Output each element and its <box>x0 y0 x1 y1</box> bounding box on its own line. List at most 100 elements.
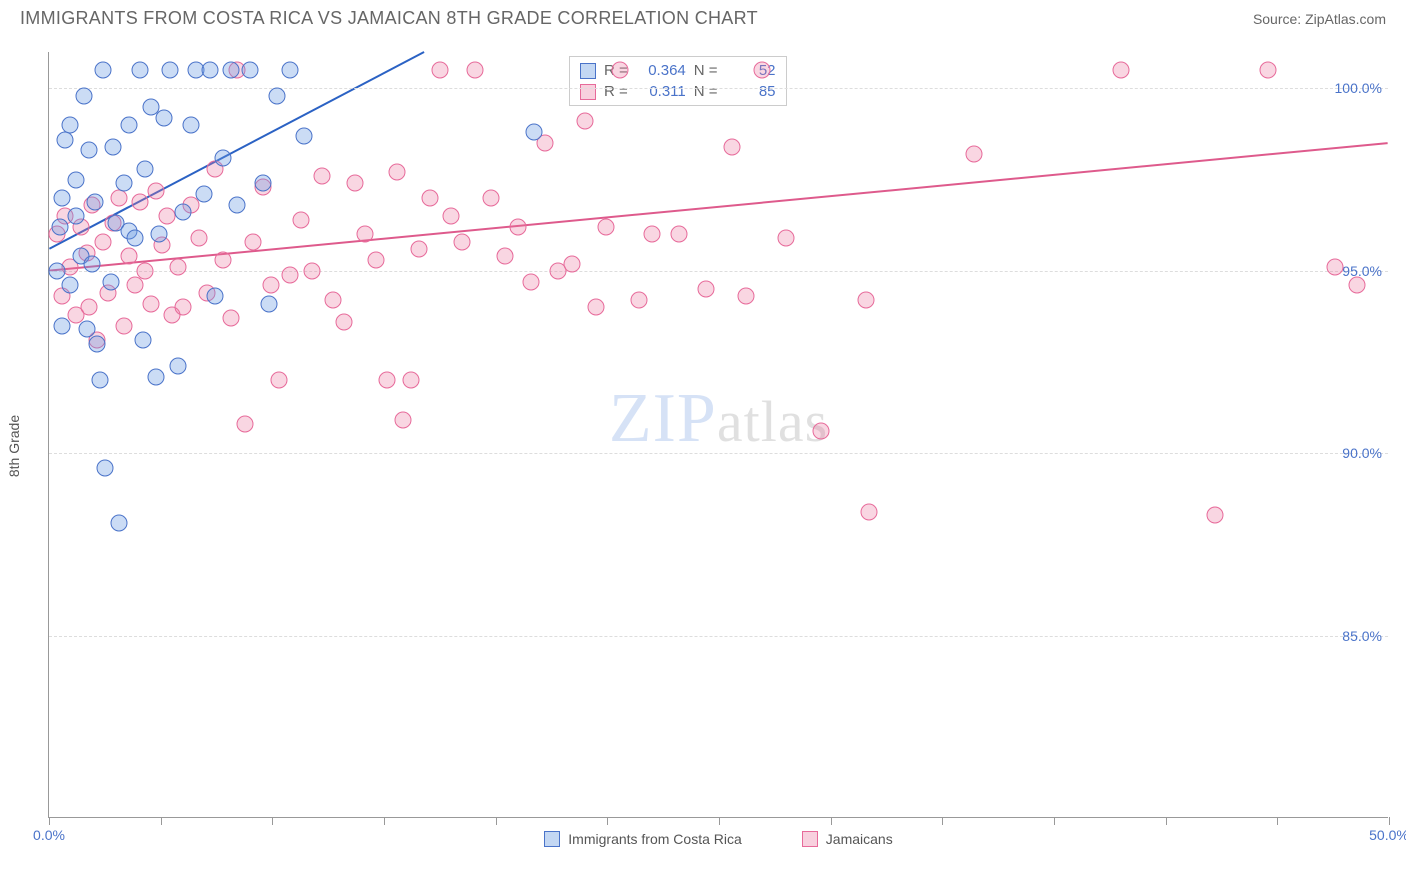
data-point <box>137 262 154 279</box>
x-tick <box>496 817 497 825</box>
data-point <box>282 266 299 283</box>
data-point <box>394 412 411 429</box>
x-tick <box>272 817 273 825</box>
data-point <box>94 62 111 79</box>
data-point <box>228 197 245 214</box>
data-point <box>89 335 106 352</box>
data-point <box>223 62 240 79</box>
data-point <box>134 332 151 349</box>
data-point <box>57 131 74 148</box>
data-point <box>81 299 98 316</box>
swatch-costa-rica-icon <box>580 63 596 79</box>
legend-label-costa-rica: Immigrants from Costa Rica <box>568 831 741 847</box>
data-point <box>126 230 143 247</box>
data-point <box>156 109 173 126</box>
data-point <box>121 248 138 265</box>
data-point <box>91 372 108 389</box>
data-point <box>81 142 98 159</box>
scatter-plot: ZIPatlas R = 0.364 N = 52 R = 0.311 N = … <box>48 52 1388 818</box>
y-tick-label: 95.0% <box>1342 263 1382 279</box>
data-point <box>54 317 71 334</box>
data-point <box>1113 62 1130 79</box>
source-attribution: Source: ZipAtlas.com <box>1253 11 1386 27</box>
data-point <box>367 251 384 268</box>
r-value-jamaicans: 0.311 <box>636 83 686 100</box>
data-point <box>724 138 741 155</box>
data-point <box>303 262 320 279</box>
y-axis-label: 8th Grade <box>6 415 22 477</box>
data-point <box>314 168 331 185</box>
x-tick-label: 50.0% <box>1369 827 1406 843</box>
x-tick <box>1389 817 1390 825</box>
data-point <box>812 423 829 440</box>
data-point <box>563 255 580 272</box>
source-name: ZipAtlas.com <box>1305 11 1386 27</box>
n-value-jamaicans: 85 <box>726 83 776 100</box>
legend-item-jamaicans: Jamaicans <box>802 831 893 847</box>
data-point <box>67 208 84 225</box>
stats-row-costa-rica: R = 0.364 N = 52 <box>580 62 776 79</box>
data-point <box>207 288 224 305</box>
data-point <box>83 255 100 272</box>
data-point <box>236 416 253 433</box>
data-point <box>263 277 280 294</box>
data-point <box>861 503 878 520</box>
data-point <box>965 146 982 163</box>
data-point <box>432 62 449 79</box>
data-point <box>161 62 178 79</box>
data-point <box>110 189 127 206</box>
data-point <box>325 292 342 309</box>
data-point <box>62 116 79 133</box>
stats-row-jamaicans: R = 0.311 N = 85 <box>580 83 776 100</box>
data-point <box>126 277 143 294</box>
data-point <box>86 193 103 210</box>
data-point <box>137 160 154 177</box>
data-point <box>183 116 200 133</box>
data-point <box>282 62 299 79</box>
gridline <box>49 453 1388 454</box>
data-point <box>148 182 165 199</box>
data-point <box>630 292 647 309</box>
data-point <box>110 514 127 531</box>
data-point <box>242 62 259 79</box>
data-point <box>75 87 92 104</box>
data-point <box>196 186 213 203</box>
data-point <box>169 259 186 276</box>
data-point <box>175 204 192 221</box>
data-point <box>467 62 484 79</box>
data-point <box>105 138 122 155</box>
data-point <box>587 299 604 316</box>
data-point <box>244 233 261 250</box>
data-point <box>453 233 470 250</box>
x-tick <box>942 817 943 825</box>
data-point <box>215 149 232 166</box>
data-point <box>402 372 419 389</box>
data-point <box>54 189 71 206</box>
data-point <box>753 62 770 79</box>
x-tick <box>831 817 832 825</box>
x-tick <box>1166 817 1167 825</box>
data-point <box>737 288 754 305</box>
data-point <box>295 127 312 144</box>
x-tick <box>384 817 385 825</box>
data-point <box>121 116 138 133</box>
data-point <box>1260 62 1277 79</box>
source-label: Source: <box>1253 11 1301 27</box>
r-label: R = <box>604 83 628 100</box>
data-point <box>102 273 119 290</box>
data-point <box>670 226 687 243</box>
data-point <box>223 310 240 327</box>
data-point <box>577 113 594 130</box>
x-tick <box>1277 817 1278 825</box>
data-point <box>148 368 165 385</box>
legend-item-costa-rica: Immigrants from Costa Rica <box>544 831 741 847</box>
data-point <box>1327 259 1344 276</box>
data-point <box>292 211 309 228</box>
correlation-stats-box: R = 0.364 N = 52 R = 0.311 N = 85 <box>569 56 787 106</box>
data-point <box>697 281 714 298</box>
data-point <box>510 219 527 236</box>
x-tick <box>607 817 608 825</box>
data-point <box>97 459 114 476</box>
data-point <box>51 219 68 236</box>
data-point <box>778 230 795 247</box>
